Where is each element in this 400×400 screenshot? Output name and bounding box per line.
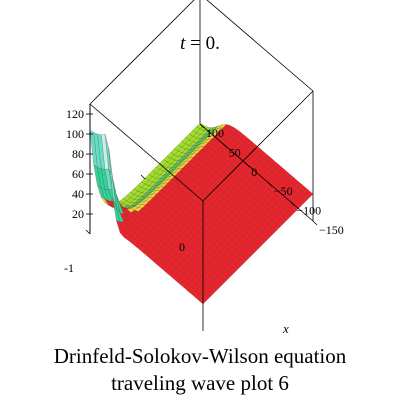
z-tick-label: 40 [72,187,84,201]
x-tick-label: 50 [229,145,241,159]
x-tick-label: −50 [274,184,293,198]
box-edge [202,90,314,202]
chart-caption: Drinfeld-Solokov-Wilson equation traveli… [0,343,400,397]
box-edge [206,0,314,92]
z-tick-label: 20 [72,207,84,221]
y-axis: -1 0 [64,174,185,275]
z-tick-label: 60 [72,167,84,181]
x-axis: −150 −100−50 0 50 100 x [199,123,344,336]
caption-line-1: Drinfeld-Solokov-Wilson equation [53,344,347,368]
box-edge [89,103,204,202]
y-tick-label: -1 [64,261,74,275]
box-edge [89,0,195,105]
x-tick [290,201,295,206]
z-tick-label: 80 [72,147,84,161]
x-tick-label: 100 [206,126,224,140]
bounding-box-front [89,90,314,331]
chart-title: t = 0. [0,33,400,55]
z-axis: 20 40 60 80 100 120 [66,104,93,234]
x-tick-label: 0 [251,165,257,179]
y-tick [140,174,146,180]
y-tick [85,229,91,235]
x-tick-label: −100 [296,204,321,218]
x-tick [312,220,318,226]
x-tick [222,143,227,148]
x-tick [199,123,205,129]
y-tick-label: 0 [179,240,185,254]
x-tick-label: −150 [319,223,344,237]
surface-mesh [89,122,314,305]
caption-line-2: traveling wave plot 6 [111,371,289,395]
title-value: = 0. [185,33,220,54]
title-variable: t [180,33,186,54]
x-tick [244,162,250,168]
z-tick-label: 100 [66,127,84,141]
x-tick [267,181,273,187]
x-axis-label: x [282,321,289,336]
z-tick-label: 120 [66,107,84,121]
